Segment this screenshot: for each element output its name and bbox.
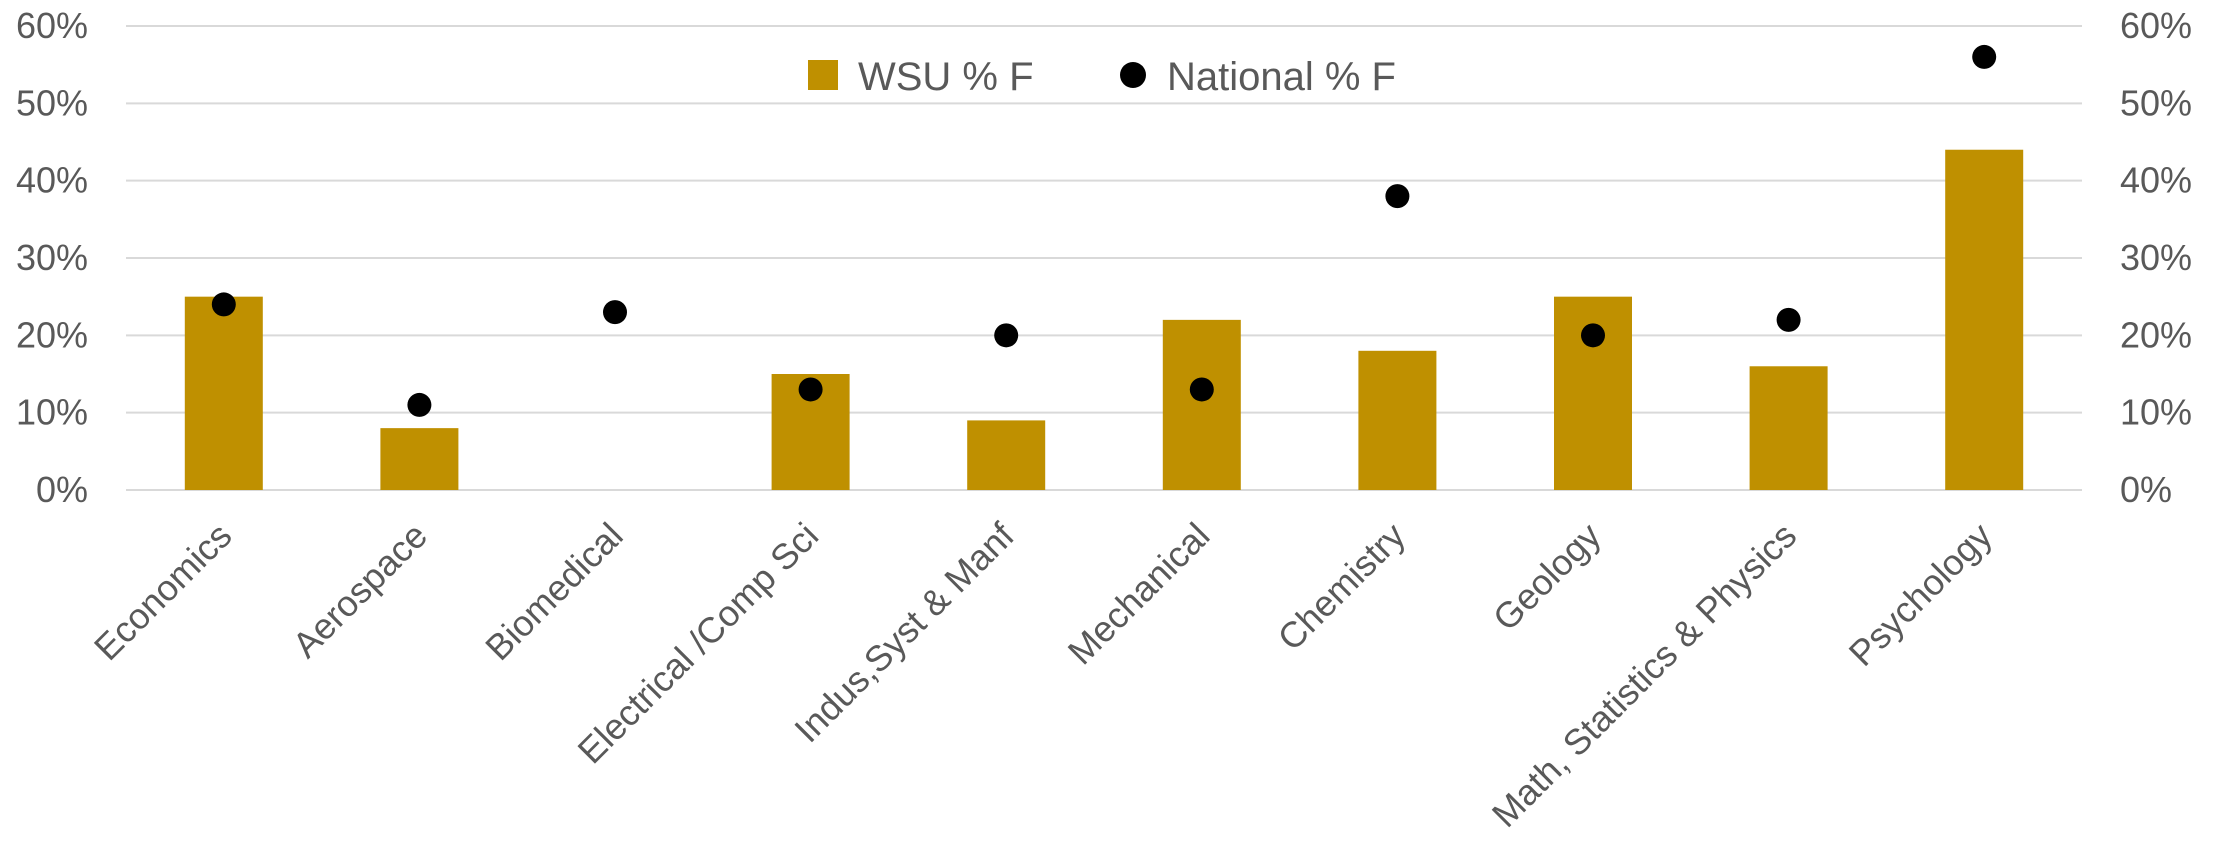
legend-swatch-wsu: [808, 60, 838, 90]
point-national: [1385, 184, 1410, 209]
y-tick-label-right: 60%: [2120, 5, 2192, 46]
point-national: [603, 300, 627, 325]
y-axis-right: 0% 10% 20% 30% 40% 50% 60%: [2120, 5, 2192, 510]
y-tick-label-right: 40%: [2120, 160, 2192, 201]
y-tick-label-right: 20%: [2120, 314, 2192, 355]
y-tick-label-left: 50%: [16, 82, 88, 123]
y-tick-label-left: 30%: [16, 237, 88, 278]
x-tick-label: Psychology: [1841, 515, 2000, 674]
y-tick-label-right: 30%: [2120, 237, 2192, 278]
y-axis-left: 0% 10% 20% 30% 40% 50% 60%: [16, 5, 88, 510]
point-national: [1776, 307, 1801, 332]
bar-wsu: [380, 428, 459, 490]
bar-wsu: [1358, 350, 1437, 490]
point-national: [1581, 323, 1605, 348]
bar-wsu: [1945, 149, 2024, 490]
point-national: [798, 377, 823, 402]
point-national: [1189, 377, 1214, 402]
y-tick-label-left: 0%: [36, 469, 88, 510]
bar-wsu: [1162, 319, 1241, 490]
x-tick-label: Mechanical: [1060, 515, 1218, 673]
y-tick-label-left: 40%: [16, 160, 88, 201]
legend-marker-national: [1120, 62, 1146, 88]
point-national: [994, 323, 1019, 348]
y-tick-label-right: 0%: [2120, 469, 2172, 510]
point-national: [1972, 44, 1997, 69]
point-national: [407, 392, 432, 417]
x-tick-label: Economics: [86, 515, 239, 668]
y-tick-label-right: 50%: [2120, 82, 2192, 123]
y-tick-label-left: 10%: [16, 392, 88, 433]
x-tick-label: Indus,Syst & Manf: [786, 514, 1022, 750]
bar-wsu: [1749, 366, 1828, 490]
legend: WSU % F National % F: [808, 55, 1396, 99]
legend-label-wsu: WSU % F: [858, 55, 1034, 99]
legend-label-national: National % F: [1167, 55, 1396, 99]
x-tick-label: Geology: [1485, 515, 1609, 639]
x-tick-label: Aerospace: [284, 515, 435, 666]
y-tick-label-right: 10%: [2120, 392, 2192, 433]
x-tick-label: Biomedical: [477, 515, 631, 669]
y-tick-label-left: 20%: [16, 314, 88, 355]
bar-wsu: [967, 420, 1046, 490]
wsu-bars: [184, 149, 2024, 490]
national-points: [211, 44, 1997, 417]
point-national: [211, 292, 236, 317]
bar-wsu: [184, 296, 263, 490]
x-tick-label: Chemistry: [1269, 515, 1413, 659]
y-tick-label-left: 60%: [16, 5, 88, 46]
gridlines: [126, 25, 2082, 491]
